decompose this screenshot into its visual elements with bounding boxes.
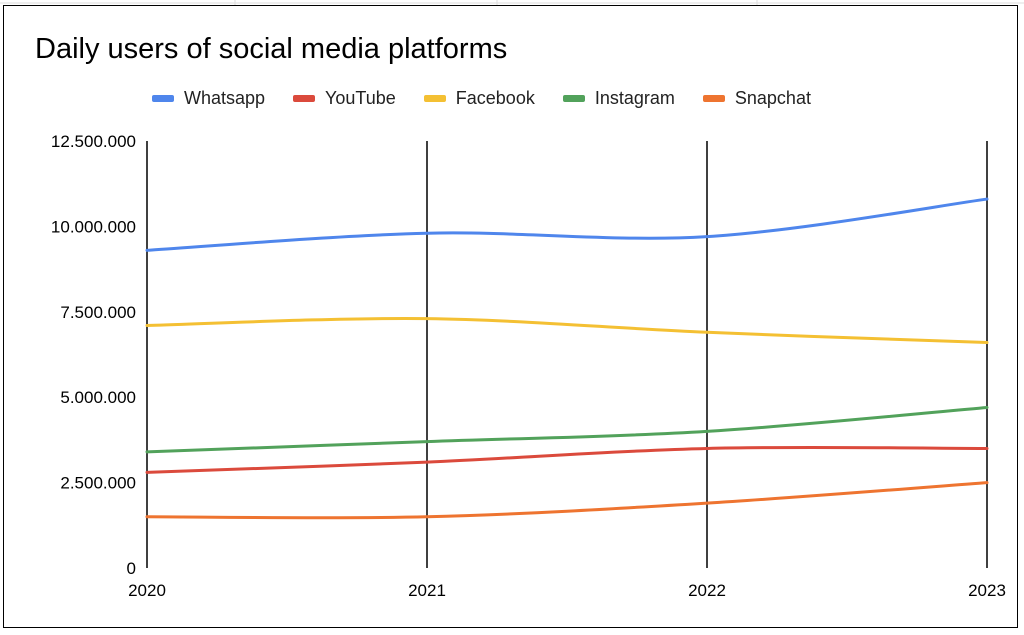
- legend-swatch: [293, 95, 316, 102]
- series-line-whatsapp: [145, 197, 989, 252]
- series-line-snapchat: [145, 481, 989, 520]
- legend-item[interactable]: YouTube: [293, 88, 396, 109]
- legend-label: Facebook: [455, 88, 535, 108]
- x-tick-label: 2021: [408, 581, 446, 600]
- legend-item[interactable]: Instagram: [562, 88, 675, 109]
- y-tick-label: 12.500.000: [51, 132, 136, 151]
- legend-swatch: [562, 95, 585, 102]
- legend-label: Snapchat: [734, 88, 811, 108]
- legend-item[interactable]: Whatsapp: [152, 88, 265, 109]
- y-tick-label: 10.000.000: [51, 217, 136, 236]
- legend-label: Instagram: [594, 88, 675, 108]
- legend: Whatsapp YouTube Facebook Instagram Snapchat: [152, 88, 811, 109]
- x-tick-label: 2020: [128, 581, 166, 600]
- series-line-instagram: [145, 405, 989, 454]
- y-tick-label: 2.500.000: [60, 474, 136, 493]
- legend-item[interactable]: Snapchat: [702, 88, 811, 109]
- y-tick-label: 5.000.000: [60, 388, 136, 407]
- x-tick-label: 2023: [968, 581, 1006, 600]
- y-tick-label: 0: [127, 559, 136, 578]
- legend-swatch: [702, 95, 725, 102]
- series-line-facebook: [145, 317, 989, 345]
- legend-label: YouTube: [325, 88, 396, 108]
- x-tick-label: 2022: [688, 581, 726, 600]
- legend-swatch: [152, 95, 174, 102]
- legend-item[interactable]: Facebook: [423, 88, 535, 109]
- chart-title: Daily users of social media platforms: [35, 33, 508, 65]
- y-tick-label: 7.500.000: [60, 303, 136, 322]
- legend-label: Whatsapp: [184, 88, 266, 108]
- legend-swatch: [423, 95, 446, 102]
- chart-frame: [3, 5, 1018, 628]
- series-line-youtube: [145, 445, 989, 474]
